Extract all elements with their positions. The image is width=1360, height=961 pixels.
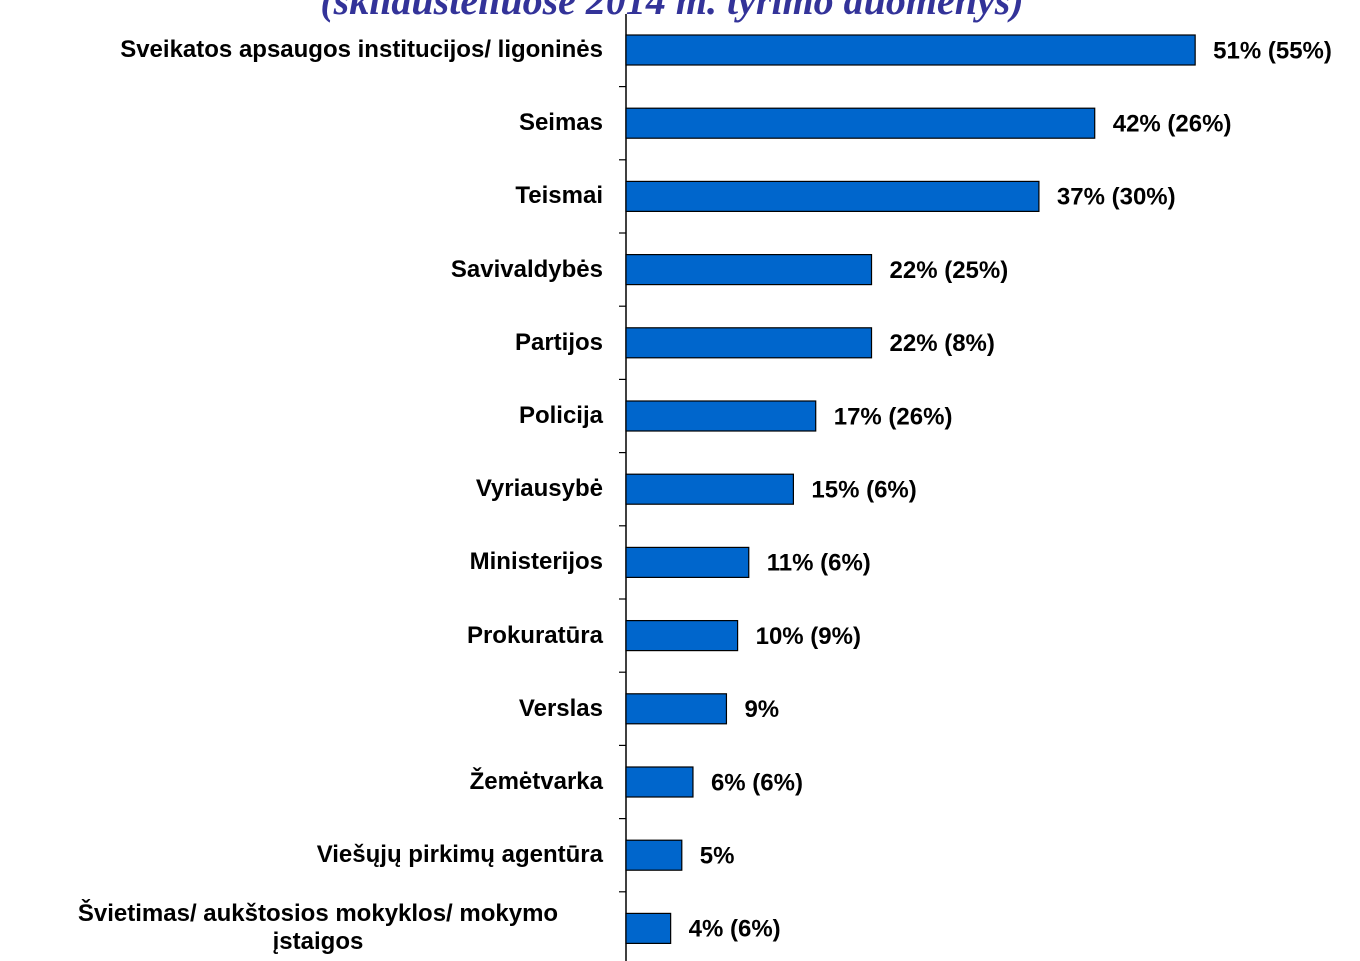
category-label: Sveikatos apsaugos institucijos/ ligonin…: [120, 36, 603, 63]
bar: [625, 473, 794, 505]
value-label: 5%: [700, 843, 735, 870]
category-label: Žemėtvarka: [469, 768, 603, 795]
category-label: Savivaldybės: [450, 255, 603, 283]
value-label: 9%: [744, 696, 779, 723]
bar: [625, 693, 728, 725]
category-label: Teismai: [515, 182, 603, 210]
category-label: Policija: [518, 402, 603, 429]
category-label: Švietimas/ aukštosios mokyklos/ mokymo į…: [77, 900, 559, 956]
bar: [625, 107, 1096, 139]
category-label: Ministerijos: [469, 548, 603, 576]
bar: [625, 546, 750, 579]
value-label: 6% (6%): [711, 769, 803, 796]
bar: [625, 400, 817, 432]
bar: [625, 839, 683, 871]
value-label: 17% (26%): [834, 403, 953, 430]
category-label: Vyriausybė: [475, 475, 603, 503]
value-label: 4% (6%): [689, 916, 781, 943]
category-label: Seimas: [518, 109, 603, 137]
value-label: 22% (25%): [890, 257, 1009, 284]
bar: [625, 327, 873, 359]
value-label: 10% (9%): [756, 623, 861, 650]
bar: [625, 180, 1040, 212]
category-label: Viešųjų pirkimų agentūra: [316, 841, 603, 869]
bar: [625, 619, 739, 652]
value-label: 15% (6%): [811, 477, 916, 504]
category-label: Prokuratūra: [466, 621, 603, 649]
value-label: 11% (6%): [767, 550, 871, 577]
chart-title: (skliausteliuose 2014 m. tyrimo duomenys…: [320, 0, 1023, 23]
value-label: 42% (26%): [1113, 111, 1232, 138]
category-label: Partijos: [514, 328, 603, 356]
value-label: 51% (55%): [1213, 37, 1332, 64]
bar: [625, 766, 694, 798]
value-label: 22% (8%): [890, 330, 995, 357]
bar: [625, 912, 672, 945]
bar: [625, 34, 1196, 66]
value-label: 37% (30%): [1057, 184, 1176, 211]
bar: [625, 254, 873, 286]
category-label: Verslas: [518, 694, 603, 722]
